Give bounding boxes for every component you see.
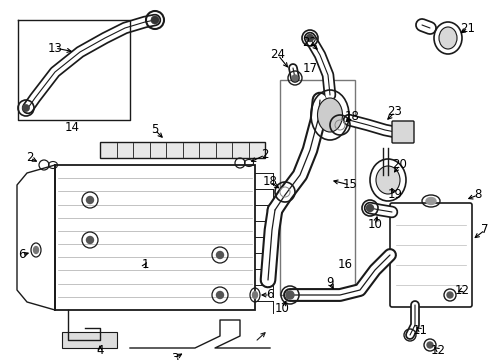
Circle shape [216,292,223,298]
Text: 10: 10 [274,301,289,315]
Circle shape [86,197,93,203]
Circle shape [285,291,293,299]
Text: 4: 4 [96,343,103,356]
Circle shape [446,292,452,298]
Text: 3: 3 [171,351,178,360]
Circle shape [151,16,159,24]
Circle shape [306,35,313,41]
Text: 6: 6 [265,288,273,301]
Ellipse shape [34,247,39,253]
Text: 1: 1 [141,258,148,271]
Text: 22: 22 [302,36,317,49]
Circle shape [426,342,432,348]
Text: 23: 23 [387,105,402,118]
Text: 8: 8 [473,189,481,202]
Ellipse shape [425,198,435,204]
FancyBboxPatch shape [55,165,254,310]
Text: 20: 20 [392,158,407,171]
Ellipse shape [375,166,399,194]
Circle shape [216,252,223,258]
Text: 5: 5 [151,123,159,136]
Ellipse shape [438,27,456,49]
Text: 7: 7 [480,224,488,237]
Text: 18: 18 [344,111,359,123]
Text: 17: 17 [302,62,317,75]
Text: 9: 9 [325,275,333,288]
Text: 10: 10 [367,219,382,231]
FancyBboxPatch shape [62,332,117,348]
Text: 14: 14 [64,121,80,135]
Text: 11: 11 [412,324,427,337]
Circle shape [86,237,93,243]
Circle shape [366,204,373,211]
Text: 16: 16 [337,258,352,271]
Ellipse shape [252,292,257,298]
Text: 18: 18 [262,175,277,189]
Ellipse shape [317,98,342,132]
Text: 2: 2 [261,148,268,162]
Text: 6: 6 [18,248,26,261]
Text: 21: 21 [460,22,474,35]
FancyBboxPatch shape [391,121,413,143]
FancyBboxPatch shape [389,203,471,307]
Text: 12: 12 [429,343,445,356]
Circle shape [22,104,29,112]
Text: 13: 13 [47,41,62,54]
Text: 2: 2 [26,152,34,165]
Text: 15: 15 [342,179,357,192]
Text: 24: 24 [270,49,285,62]
Text: 12: 12 [453,284,468,297]
Circle shape [291,75,297,81]
Text: 19: 19 [386,189,402,202]
FancyBboxPatch shape [100,142,264,158]
